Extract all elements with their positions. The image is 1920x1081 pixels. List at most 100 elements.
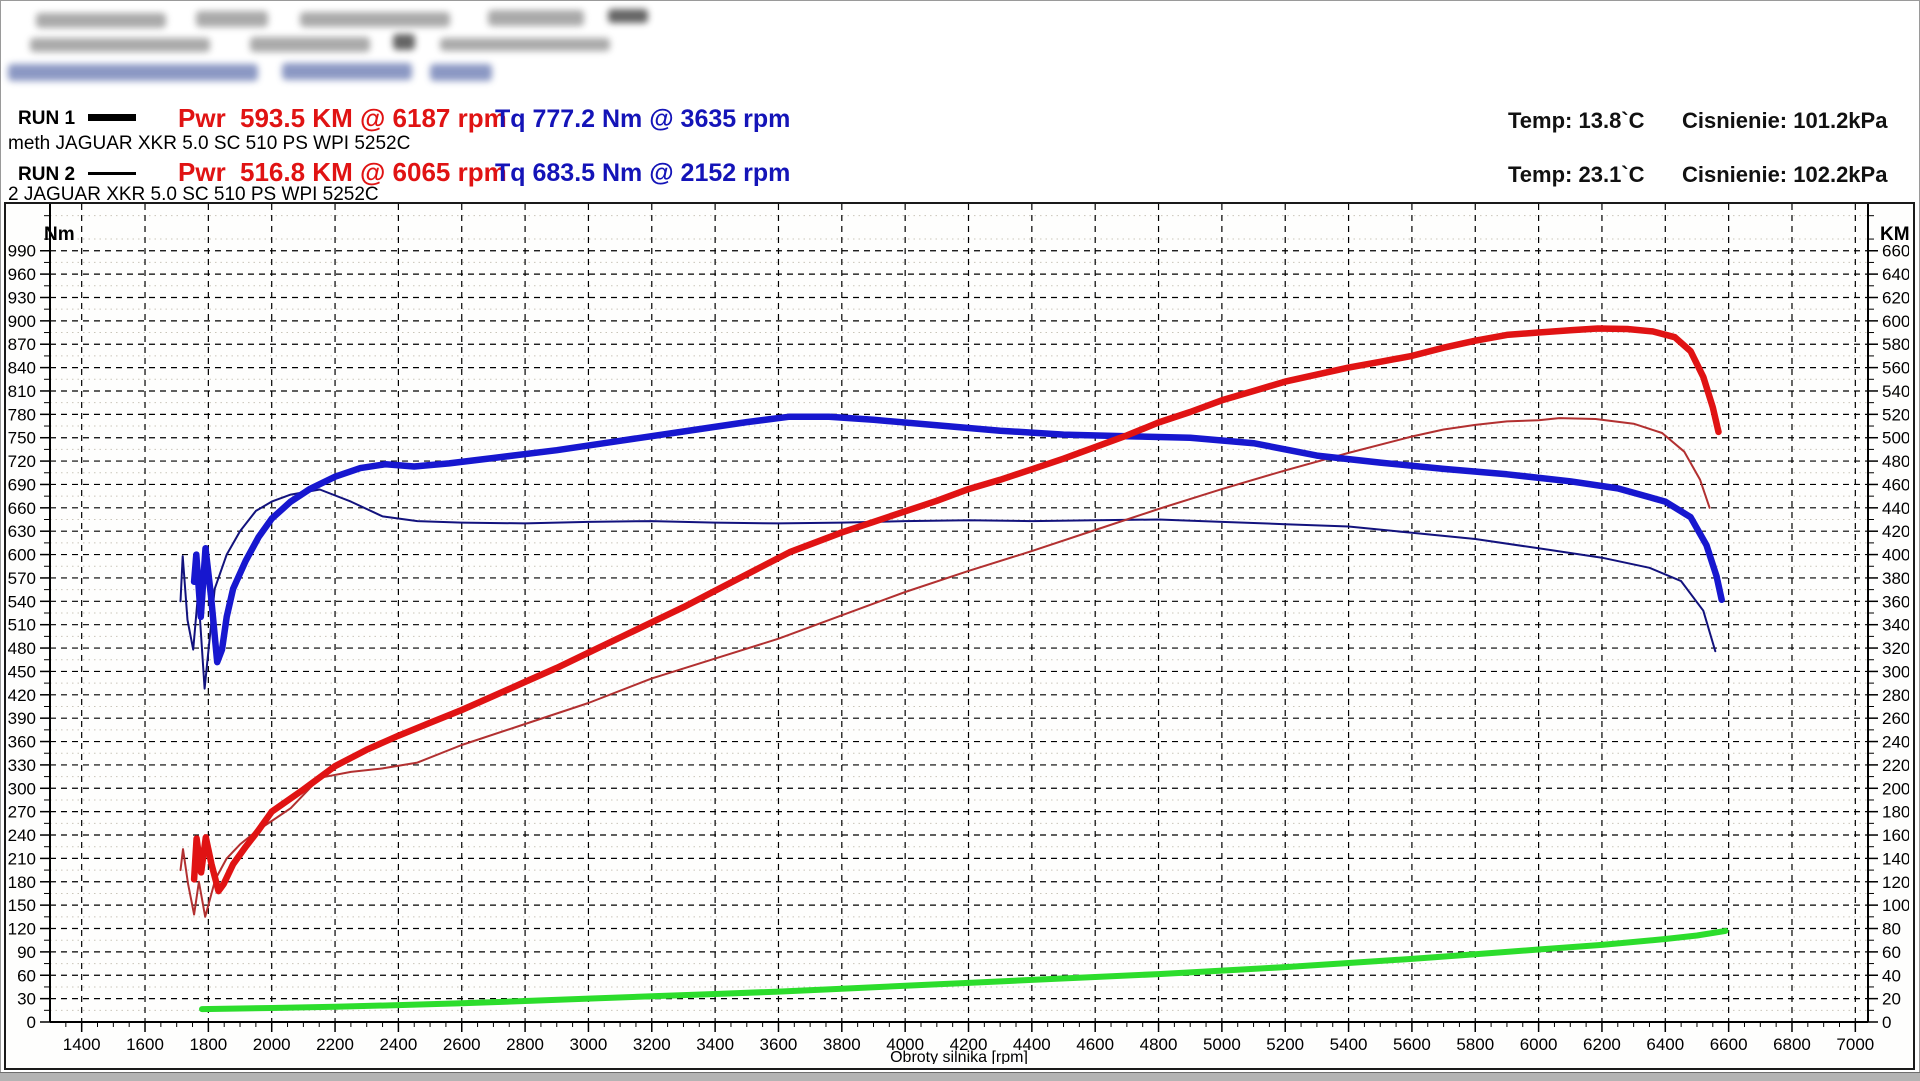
svg-text:990: 990 — [8, 242, 36, 261]
redacted-text-blob — [36, 13, 166, 28]
svg-text:600: 600 — [8, 546, 36, 565]
svg-text:270: 270 — [8, 803, 36, 822]
svg-text:2600: 2600 — [443, 1035, 481, 1054]
run2-description: 2 JAGUAR XKR 5.0 SC 510 PS WPI 5252C — [8, 184, 379, 205]
svg-text:2800: 2800 — [506, 1035, 544, 1054]
redacted-text-blob — [196, 11, 268, 27]
svg-text:90: 90 — [17, 943, 36, 962]
svg-text:120: 120 — [8, 920, 36, 939]
svg-text:500: 500 — [1882, 429, 1909, 448]
svg-text:1400: 1400 — [63, 1035, 101, 1054]
svg-text:280: 280 — [1882, 686, 1909, 705]
svg-text:260: 260 — [1882, 709, 1909, 728]
svg-text:3600: 3600 — [760, 1035, 798, 1054]
left-axis-unit: Nm — [44, 224, 75, 245]
svg-text:570: 570 — [8, 569, 36, 588]
right-axis-unit: KM — [1880, 224, 1909, 245]
redacted-text-blob — [282, 63, 412, 80]
curve-run1-power-KM — [190, 325, 1722, 895]
run1-pressure: Cisnienie: 101.2kPa — [1682, 108, 1888, 133]
svg-text:60: 60 — [1882, 943, 1901, 962]
svg-text:620: 620 — [1882, 288, 1909, 307]
svg-text:520: 520 — [1882, 405, 1909, 424]
svg-text:6800: 6800 — [1773, 1035, 1811, 1054]
curve-run2-power-KM — [179, 417, 1711, 918]
svg-text:480: 480 — [8, 639, 36, 658]
svg-text:420: 420 — [8, 686, 36, 705]
svg-text:380: 380 — [1882, 569, 1909, 588]
svg-text:540: 540 — [8, 592, 36, 611]
svg-text:930: 930 — [8, 288, 36, 307]
run1-line-swatch — [88, 114, 136, 121]
svg-text:4400: 4400 — [1013, 1035, 1051, 1054]
x-axis-title: Obroty silnika [rpm] — [890, 1049, 1028, 1064]
svg-text:1800: 1800 — [189, 1035, 227, 1054]
svg-text:300: 300 — [8, 779, 36, 798]
run1-power-label: Pwr — [178, 103, 226, 133]
redacted-header — [0, 0, 1920, 92]
redacted-text-blob — [30, 38, 210, 52]
redacted-text-blob — [250, 37, 370, 52]
svg-text:4600: 4600 — [1076, 1035, 1114, 1054]
curve-green-line — [199, 927, 1729, 1013]
svg-text:3200: 3200 — [633, 1035, 671, 1054]
curve-run1-torque-Nm — [190, 413, 1725, 666]
svg-text:4000: 4000 — [886, 1035, 924, 1054]
redacted-text-blob — [440, 38, 610, 51]
svg-text:60: 60 — [17, 966, 36, 985]
svg-text:100: 100 — [1882, 896, 1909, 915]
svg-text:960: 960 — [8, 265, 36, 284]
redacted-text-blob — [608, 9, 648, 23]
redacted-text-blob — [8, 64, 258, 81]
svg-text:840: 840 — [8, 359, 36, 378]
svg-text:660: 660 — [8, 499, 36, 518]
svg-text:30: 30 — [17, 990, 36, 1009]
chart-area: 0 30 60 90 120 150 180 210 240 270 300 330 360 390 420… — [4, 202, 1915, 1070]
svg-text:220: 220 — [1882, 756, 1909, 775]
svg-text:6200: 6200 — [1583, 1035, 1621, 1054]
run1-temp: Temp: 13.8`C — [1508, 108, 1645, 133]
window-bottom-strip — [0, 1072, 1920, 1081]
svg-text:810: 810 — [8, 382, 36, 401]
svg-text:3400: 3400 — [696, 1035, 734, 1054]
svg-text:340: 340 — [1882, 616, 1909, 635]
svg-text:360: 360 — [1882, 592, 1909, 611]
svg-text:690: 690 — [8, 475, 36, 494]
redacted-text-blob — [430, 64, 492, 81]
svg-text:2000: 2000 — [253, 1035, 291, 1054]
svg-text:4800: 4800 — [1140, 1035, 1178, 1054]
run2-label: RUN 2 — [18, 164, 76, 185]
svg-text:6600: 6600 — [1710, 1035, 1748, 1054]
svg-text:440: 440 — [1882, 499, 1909, 518]
svg-text:2400: 2400 — [379, 1035, 417, 1054]
svg-text:140: 140 — [1882, 849, 1909, 868]
svg-text:6400: 6400 — [1646, 1035, 1684, 1054]
svg-text:360: 360 — [8, 733, 36, 752]
svg-text:3000: 3000 — [570, 1035, 608, 1054]
svg-text:420: 420 — [1882, 522, 1909, 541]
svg-text:6000: 6000 — [1520, 1035, 1558, 1054]
run1-torque-value: Tq 777.2 Nm @ 3635 rpm — [495, 105, 791, 133]
svg-text:7000: 7000 — [1836, 1035, 1874, 1054]
svg-text:5000: 5000 — [1203, 1035, 1241, 1054]
svg-text:0: 0 — [27, 1013, 36, 1032]
svg-text:870: 870 — [8, 335, 36, 354]
svg-text:5200: 5200 — [1266, 1035, 1304, 1054]
redacted-text-blob — [488, 10, 584, 26]
svg-text:20: 20 — [1882, 990, 1901, 1009]
redacted-text-blob — [300, 12, 450, 27]
svg-text:150: 150 — [8, 896, 36, 915]
svg-text:160: 160 — [1882, 826, 1909, 845]
svg-text:4200: 4200 — [950, 1035, 988, 1054]
svg-text:480: 480 — [1882, 452, 1909, 471]
svg-text:750: 750 — [8, 429, 36, 448]
svg-text:400: 400 — [1882, 546, 1909, 565]
svg-text:300: 300 — [1882, 662, 1909, 681]
svg-text:390: 390 — [8, 709, 36, 728]
svg-text:660: 660 — [1882, 242, 1909, 261]
svg-text:200: 200 — [1882, 779, 1909, 798]
svg-text:5800: 5800 — [1456, 1035, 1494, 1054]
svg-text:560: 560 — [1882, 359, 1909, 378]
svg-text:450: 450 — [8, 662, 36, 681]
